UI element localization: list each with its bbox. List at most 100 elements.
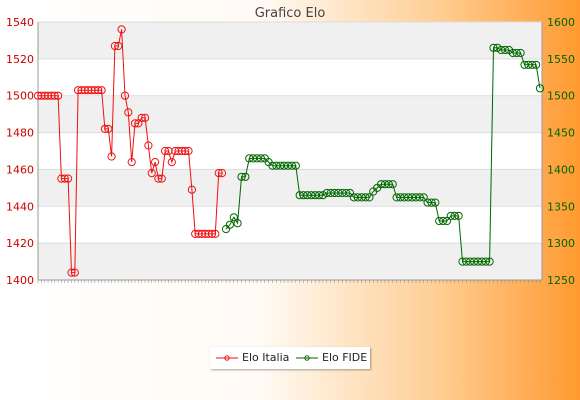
point-elo-italia [94, 86, 103, 95]
point-elo-fide [473, 257, 483, 266]
point-elo-fide [485, 257, 494, 266]
point-elo-italia [107, 152, 116, 161]
point-elo-fide [477, 257, 486, 266]
plot-area [38, 22, 542, 280]
point-elo-italia [64, 174, 73, 183]
point-elo-fide [446, 211, 455, 220]
point-elo-italia [110, 41, 120, 51]
point-elo-italia [77, 86, 86, 95]
point-elo-fide [314, 191, 324, 200]
point-elo-fide [280, 161, 289, 170]
point-elo-fide [349, 193, 358, 202]
point-elo-italia [80, 86, 89, 95]
y-right-tick-label: 1500 [547, 90, 575, 103]
point-elo-italia [187, 185, 196, 194]
plot-background [38, 22, 542, 280]
point-elo-italia [167, 158, 176, 167]
y-left-tick-label: 1400 [6, 274, 34, 287]
point-elo-italia [67, 268, 76, 277]
point-elo-fide [272, 161, 281, 170]
line-elo-fide [225, 47, 541, 263]
point-elo-fide [256, 154, 265, 163]
point-elo-italia [60, 174, 69, 183]
point-elo-italia [144, 141, 153, 150]
point-elo-fide [431, 198, 440, 207]
point-elo-italia [181, 146, 190, 156]
point-elo-italia [124, 108, 133, 117]
point-elo-fide [338, 188, 347, 198]
point-elo-fide [458, 257, 467, 266]
point-elo-fide [388, 180, 397, 189]
point-elo-fide [497, 45, 506, 55]
point-elo-fide [528, 60, 537, 69]
point-elo-italia [117, 25, 126, 34]
point-elo-fide [365, 193, 374, 202]
point-elo-fide [361, 193, 370, 202]
point-elo-fide [470, 257, 479, 266]
point-elo-italia [57, 174, 66, 183]
point-elo-italia [137, 113, 146, 122]
legend: Elo Italia Elo FIDE [210, 347, 370, 369]
point-elo-italia [43, 91, 53, 100]
point-elo-fide [532, 60, 541, 69]
legend-marker-elo-italia [216, 354, 238, 361]
y-right-tick-label: 1550 [547, 53, 575, 66]
point-elo-italia [37, 91, 46, 100]
legend-item-elo-fide: Elo FIDE [296, 351, 367, 364]
point-elo-fide [516, 48, 525, 58]
line-elo-italia [38, 29, 222, 274]
point-elo-fide [427, 198, 436, 207]
y-right-tick-label: 1300 [547, 237, 575, 250]
point-elo-italia [40, 91, 49, 100]
point-elo-fide [384, 180, 393, 189]
point-elo-italia [141, 113, 150, 122]
point-elo-italia [90, 86, 100, 95]
y-right-tick-label: 1350 [547, 200, 575, 213]
point-elo-fide [466, 257, 475, 266]
point-elo-italia [154, 174, 163, 183]
point-elo-fide [229, 213, 238, 222]
point-elo-fide [400, 193, 409, 202]
point-elo-fide [353, 193, 362, 202]
y-left-tick-label: 1440 [6, 200, 34, 213]
point-elo-fide [435, 216, 444, 226]
point-elo-fide [245, 154, 254, 163]
point-elo-italia [130, 119, 140, 128]
point-elo-fide [291, 161, 300, 170]
point-elo-fide [439, 216, 448, 226]
point-elo-fide [334, 188, 343, 198]
point-elo-fide [249, 154, 258, 163]
point-elo-fide [237, 172, 246, 181]
y-right-tick-label: 1400 [547, 163, 575, 176]
point-elo-fide [303, 191, 312, 200]
point-elo-italia [54, 91, 63, 100]
point-elo-fide [462, 257, 471, 266]
y-left-tick-label: 1420 [6, 237, 34, 250]
point-elo-italia [161, 146, 170, 156]
point-elo-fide [299, 191, 308, 200]
y-left-tick-label: 1520 [6, 53, 34, 66]
point-elo-fide [241, 172, 250, 181]
y-left-tick-label: 1480 [6, 127, 34, 140]
point-elo-italia [207, 229, 217, 238]
point-elo-italia [104, 124, 113, 133]
point-elo-italia [184, 146, 193, 156]
grid-band [38, 22, 542, 59]
point-elo-fide [318, 191, 327, 200]
point-elo-fide [512, 48, 521, 58]
point-elo-italia [127, 158, 136, 167]
point-elo-italia [97, 86, 106, 95]
legend-label-elo-fide: Elo FIDE [322, 351, 368, 364]
grid-lines [38, 21, 542, 281]
point-elo-fide [404, 193, 413, 202]
point-elo-fide [380, 180, 389, 189]
point-elo-italia [214, 169, 223, 178]
point-elo-italia [120, 91, 130, 100]
point-elo-italia [114, 41, 123, 51]
y-left-tick-label: 1460 [6, 163, 34, 176]
series-elo-fide [221, 43, 545, 266]
grid-band [38, 169, 542, 207]
point-elo-fide [225, 220, 234, 229]
axes: 1400 1420 1440 1460 1480 1500 1520 1540 1250 1300… [6, 16, 575, 287]
point-elo-fide [454, 211, 463, 220]
